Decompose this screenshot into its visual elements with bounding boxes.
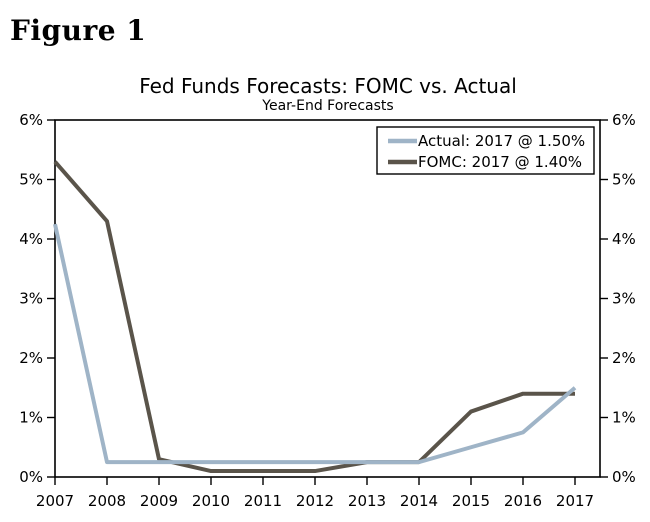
y-axis-tick-label-right: 5%: [612, 171, 636, 189]
x-axis-tick-label: 2007: [36, 492, 74, 510]
y-axis-tick-label-right: 2%: [612, 349, 636, 367]
legend-label-actual: Actual: 2017 @ 1.50%: [418, 132, 585, 150]
y-axis-tick-label-right: 3%: [612, 290, 636, 308]
chart-subtitle: Year-End Forecasts: [261, 98, 393, 114]
x-axis-tick-label: 2016: [504, 492, 542, 510]
y-axis-tick-label-right: 1%: [612, 409, 636, 427]
y-axis-tick-label-left: 2%: [19, 349, 43, 367]
x-axis-tick-label: 2013: [348, 492, 386, 510]
y-axis-tick-label-left: 3%: [19, 290, 43, 308]
x-axis-tick-label: 2011: [244, 492, 282, 510]
y-axis-tick-label-left: 6%: [19, 111, 43, 129]
y-axis-tick-label-left: 4%: [19, 230, 43, 248]
series-line-fomc: [53, 160, 575, 474]
y-axis-tick-label-left: 1%: [19, 409, 43, 427]
x-axis-tick-label: 2017: [556, 492, 594, 510]
x-axis-tick-label: 2009: [140, 492, 178, 510]
legend-label-fomc: FOMC: 2017 @ 1.40%: [418, 153, 582, 171]
x-axis-tick-label: 2012: [296, 492, 334, 510]
x-axis-tick-label: 2014: [400, 492, 438, 510]
y-axis-tick-label-right: 0%: [612, 468, 636, 486]
x-axis-tick-label: 2015: [452, 492, 490, 510]
y-axis-tick-label-right: 4%: [612, 230, 636, 248]
chart-title: Fed Funds Forecasts: FOMC vs. Actual: [139, 74, 517, 98]
legend-box: [376, 126, 595, 175]
plot-area: 0% 0% 1% 1% 2% 2% 3% 3% 4% 4% 5% 5% 6% 6% 2007 2008 2009…: [19, 111, 636, 510]
x-axis-tick-label: 2008: [88, 492, 126, 510]
y-axis-tick-label-right: 6%: [612, 111, 636, 129]
series-line-actual: [53, 223, 577, 465]
x-axis-tick-label: 2010: [192, 492, 230, 510]
y-axis-tick-label-left: 5%: [19, 171, 43, 189]
y-axis-tick-label-left: 0%: [19, 468, 43, 486]
figure-label: Figure 1: [10, 14, 147, 47]
